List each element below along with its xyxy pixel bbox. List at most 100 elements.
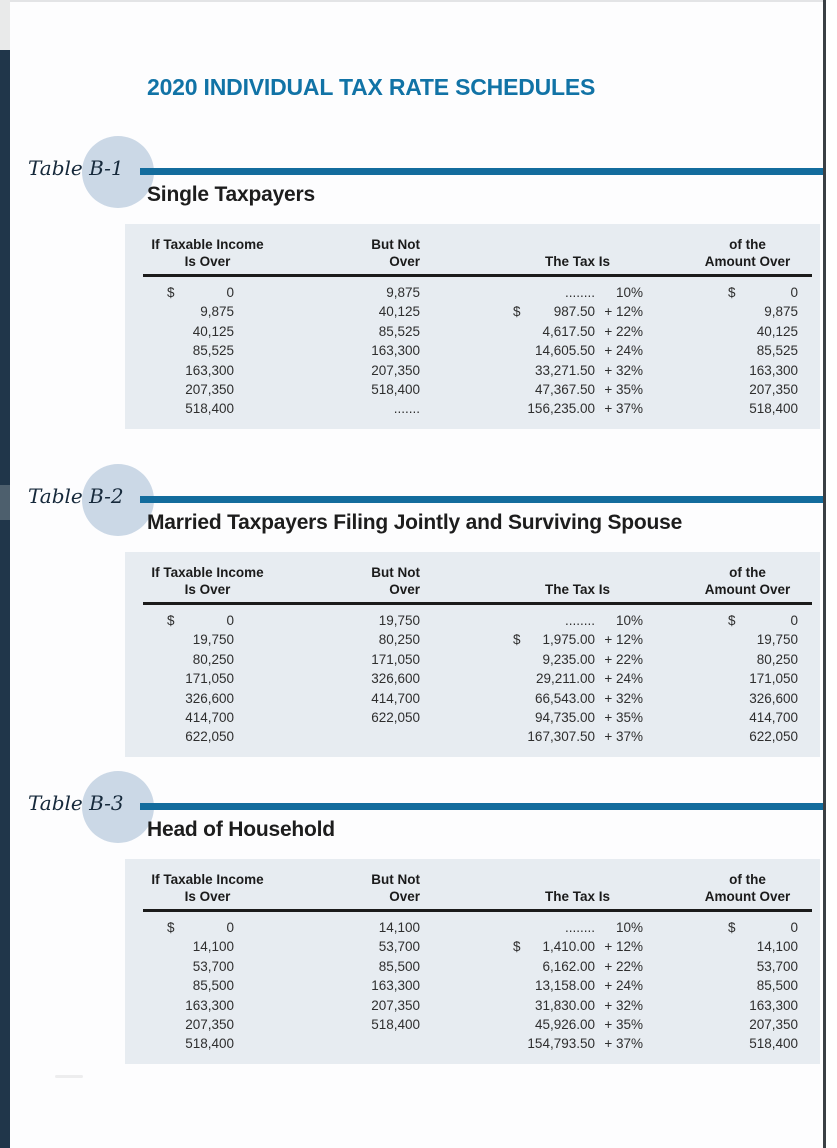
cell-but-not-over: 207,350 (290, 361, 480, 380)
tax-rate: 10% (615, 920, 643, 935)
column-header-taxable-income: If Taxable Income Is Over (125, 871, 290, 905)
section-table-b3: Table B-3 Head of Household If Taxable I… (10, 771, 823, 1071)
cell-income-over: $0 (125, 918, 290, 937)
column-header-but-not-over: But Not Over (290, 564, 480, 598)
table-label: Table B-2 (28, 484, 124, 508)
tax-rate: + 12% (604, 939, 643, 955)
cell-tax-is: ........ 10% (480, 918, 675, 937)
cell-value: 85,500 (756, 978, 798, 994)
cell-value: 0 (226, 285, 234, 300)
column-header-line: of the (729, 872, 766, 887)
cell-value: 207,350 (371, 997, 420, 1013)
cell-tax-is: ........ 10% (480, 283, 675, 302)
cell-amount-over: 163,300 (675, 361, 820, 380)
cell-income-over: 414,700 (125, 708, 290, 727)
table-body: $0 14,100 ........ 10% $0 14,100 53,700 $… (125, 918, 820, 1054)
column-header-line: But Not (371, 237, 420, 252)
section-rule-bar (140, 803, 823, 810)
column-header-the-tax-is: The Tax Is (480, 236, 675, 270)
table-row: 163,300 207,350 31,830.00 + 32% 163,300 (125, 996, 820, 1015)
left-edge-strip-navy-top (0, 50, 10, 485)
document-page: 2020 INDIVIDUAL TAX RATE SCHEDULES Table… (10, 0, 823, 1148)
cell-but-not-over: 622,050 (290, 708, 480, 727)
table-row: 85,500 163,300 13,158.00 + 24% 85,500 (125, 976, 820, 995)
tax-rate: + 37% (604, 401, 643, 417)
cell-value: 163,300 (185, 997, 234, 1013)
table-row: 207,350 518,400 45,926.00 + 35% 207,350 (125, 1015, 820, 1034)
cell-amount-over: 171,050 (675, 669, 820, 688)
cell-tax-is: 33,271.50 + 32% (480, 361, 675, 380)
cell-but-not-over: 171,050 (290, 650, 480, 669)
table-row: $0 14,100 ........ 10% $0 (125, 918, 820, 937)
table-row: 163,300 207,350 33,271.50 + 32% 163,300 (125, 361, 820, 380)
table-row: 171,050 326,600 29,211.00 + 24% 171,050 (125, 669, 820, 688)
cell-but-not-over: 80,250 (290, 630, 480, 649)
cell-but-not-over (290, 727, 480, 746)
cell-value: 622,050 (185, 729, 234, 745)
cell-amount-over: 207,350 (675, 380, 820, 399)
cell-value: 207,350 (749, 381, 798, 397)
tax-amount: 987.50 (553, 304, 595, 320)
tax-rate: + 24% (604, 978, 643, 994)
tax-rate: + 12% (604, 632, 643, 648)
dollar-sign: $ (513, 632, 521, 648)
table-label: Table B-1 (28, 156, 124, 180)
tax-amount: 154,793.50 (527, 1036, 595, 1052)
cell-amount-over: 40,125 (675, 322, 820, 341)
cell-value: 0 (226, 920, 234, 935)
cell-but-not-over: 163,300 (290, 341, 480, 360)
cell-value: 0 (226, 613, 234, 628)
cell-value: 85,525 (378, 323, 420, 339)
cell-value: 0 (790, 613, 798, 628)
column-header-the-tax-is: The Tax Is (480, 564, 675, 598)
cell-amount-over: 85,525 (675, 341, 820, 360)
tax-rate: + 32% (604, 690, 643, 706)
tax-amount: 4,617.50 (542, 323, 595, 339)
table-body: $0 9,875 ........ 10% $0 9,875 40,125 $98… (125, 283, 820, 419)
cell-tax-is: 13,158.00 + 24% (480, 976, 675, 995)
tax-amount: 9,235.00 (542, 651, 595, 667)
column-header-line: Is Over (184, 254, 231, 269)
cell-tax-is: ........ 10% (480, 611, 675, 630)
cell-value: 163,300 (749, 362, 798, 378)
tax-amount: 6,162.00 (542, 958, 595, 974)
cell-amount-over: $0 (675, 283, 820, 302)
left-edge-strip-navy-bottom (0, 520, 10, 1148)
tax-amount: 45,926.00 (534, 1016, 595, 1032)
left-edge-strip-slate (0, 485, 10, 520)
tax-table-single: If Taxable Income Is Over But Not Over The… (125, 224, 820, 429)
column-header-line: Over (389, 582, 420, 597)
table-row: 80,250 171,050 9,235.00 + 22% 80,250 (125, 650, 820, 669)
table-row: $0 9,875 ........ 10% $0 (125, 283, 820, 302)
cell-value: 163,300 (749, 997, 798, 1013)
section-rule-bar (140, 168, 823, 175)
table-row: 40,125 85,525 4,617.50 + 22% 40,125 (125, 322, 820, 341)
column-header-line: But Not (371, 872, 420, 887)
cell-but-not-over: ....... (290, 399, 480, 418)
cell-amount-over: 518,400 (675, 1034, 820, 1053)
cell-value: 85,525 (756, 343, 798, 359)
header-underline (143, 274, 812, 277)
cell-value: 207,350 (185, 1016, 234, 1032)
cell-but-not-over: 163,300 (290, 976, 480, 995)
cell-but-not-over: 414,700 (290, 689, 480, 708)
cell-but-not-over: 53,700 (290, 937, 480, 956)
column-header-line: The Tax Is (544, 582, 611, 597)
cell-value: 622,050 (749, 729, 798, 745)
table-row: 414,700 622,050 94,735.00 + 35% 414,700 (125, 708, 820, 727)
cell-income-over: 207,350 (125, 380, 290, 399)
cell-value: 414,700 (185, 709, 234, 725)
section-heading: Head of Household (147, 818, 335, 841)
column-header-line: Is Over (184, 889, 231, 904)
cell-tax-is: 45,926.00 + 35% (480, 1015, 675, 1034)
cell-value: 171,050 (185, 671, 234, 687)
cell-value: 80,250 (378, 632, 420, 648)
dollar-sign: $ (167, 920, 175, 935)
cell-income-over: $0 (125, 283, 290, 302)
cell-income-over: 163,300 (125, 996, 290, 1015)
cell-value: 163,300 (371, 343, 420, 359)
cell-income-over: 207,350 (125, 1015, 290, 1034)
cell-value: 40,125 (192, 323, 234, 339)
tax-amount: 31,830.00 (534, 997, 595, 1013)
column-header-line: Amount Over (704, 582, 791, 597)
